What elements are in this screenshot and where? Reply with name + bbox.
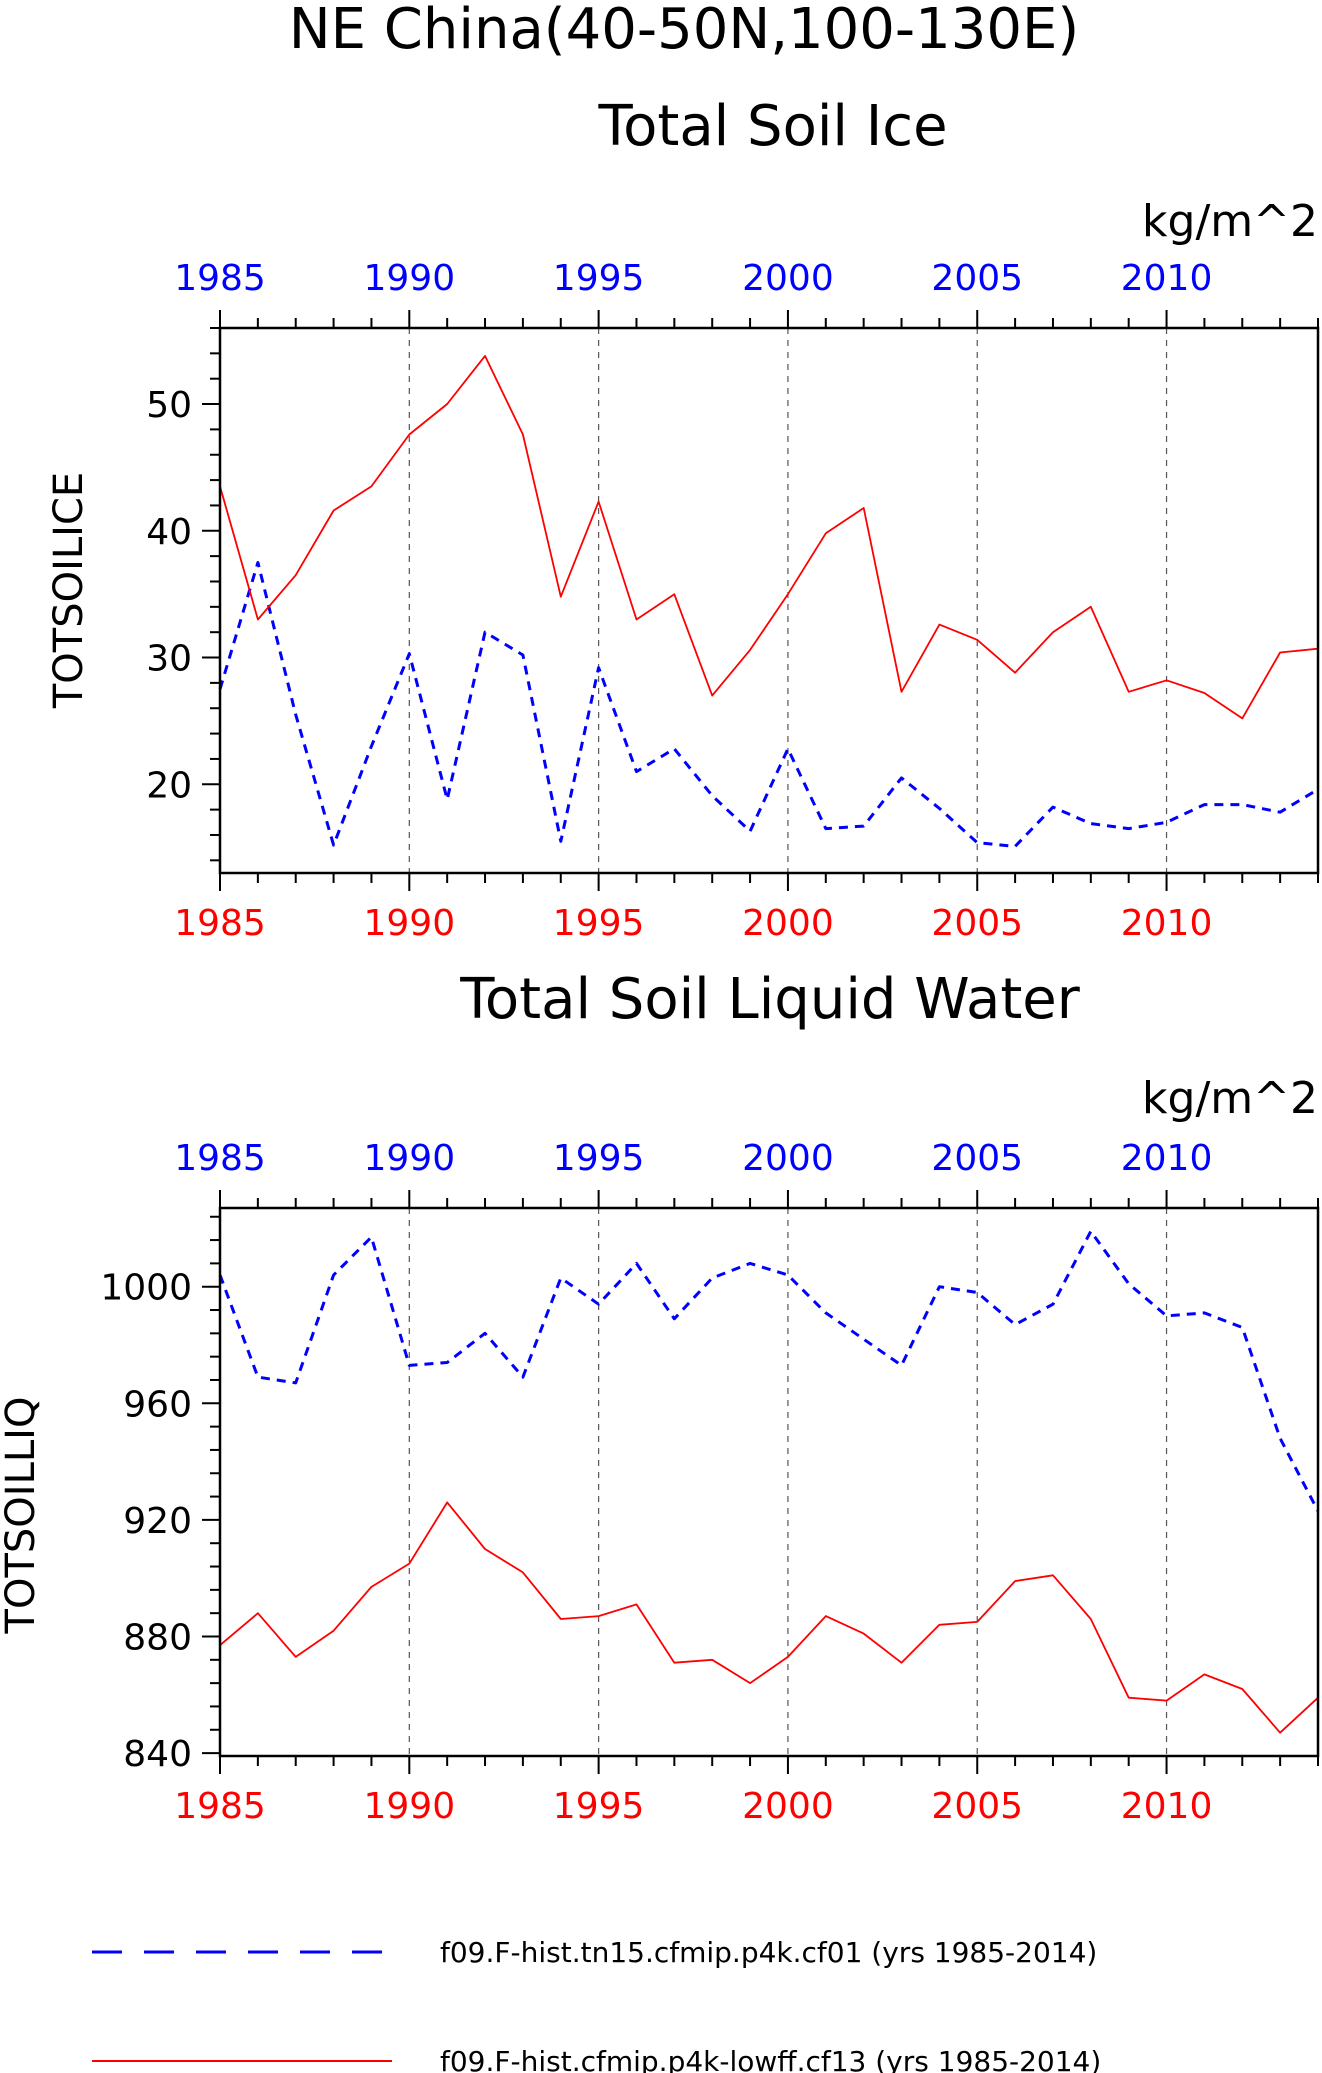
x-tick-label-bottom-1990: 1990	[363, 903, 455, 944]
plot-frame	[218, 326, 1320, 875]
x-tick-label-top-2000: 2000	[742, 258, 834, 299]
x-tick-label-bottom-2000: 2000	[742, 903, 834, 944]
y-tick-label-960: 960	[123, 1384, 192, 1425]
x-tick-label-top-2005: 2005	[931, 1138, 1023, 1179]
series-layer	[218, 354, 1319, 848]
y-tick-label-20: 20	[146, 765, 192, 806]
x-tick-label-bottom-2005: 2005	[931, 903, 1023, 944]
panel-total-soil-ice: Total Soil Ice kg/m^2 TOTSOILICE 1985198…	[46, 94, 1320, 944]
x-tick-label-top-1985: 1985	[174, 1138, 266, 1179]
series-line-lowff	[219, 354, 1319, 720]
legend: f09.F-hist.tn15.cfmip.p4k.cf01 (yrs 1985…	[92, 1936, 1101, 2073]
y-tick-label-40: 40	[146, 512, 192, 553]
x-tick-label-top-2010: 2010	[1121, 258, 1213, 299]
panel-title: Total Soil Ice	[597, 94, 947, 159]
x-tick-label-bottom-1985: 1985	[174, 1786, 266, 1827]
x-tick-label-bottom-1995: 1995	[553, 903, 645, 944]
x-tick-label-bottom-2005: 2005	[931, 1786, 1023, 1827]
gridlines	[408, 328, 1168, 873]
axes: 1985 1985 1990 1990 1995 1995 2000 2000 2005 2005…	[100, 1138, 1320, 1827]
series-line-cf01	[218, 1229, 1320, 1512]
gridlines	[408, 1208, 1168, 1756]
x-tick-label-top-2010: 2010	[1121, 1138, 1213, 1179]
series-layer	[218, 1229, 1320, 1734]
x-tick-label-bottom-1990: 1990	[363, 1786, 455, 1827]
y-axis-label: TOTSOILLIQ	[0, 1397, 44, 1635]
y-tick-label-840: 840	[123, 1734, 192, 1775]
x-tick-label-bottom-1985: 1985	[174, 903, 266, 944]
unit-label: kg/m^2	[1142, 196, 1318, 247]
region-title: NE China(40-50N,100-130E)	[289, 0, 1080, 62]
x-tick-label-top-1985: 1985	[174, 258, 266, 299]
x-tick-label-bottom-2010: 2010	[1121, 903, 1213, 944]
y-tick-label-30: 30	[146, 639, 192, 680]
x-tick-label-top-1990: 1990	[363, 1138, 455, 1179]
series-line-lowff	[219, 1501, 1319, 1734]
y-tick-label-1000: 1000	[100, 1268, 192, 1309]
panel-title: Total Soil Liquid Water	[459, 967, 1081, 1032]
x-tick-label-bottom-2000: 2000	[742, 1786, 834, 1827]
x-tick-label-bottom-2010: 2010	[1121, 1786, 1213, 1827]
axes: 1985 1985 1990 1990 1995 1995 2000 2000 2005 2005…	[146, 258, 1320, 944]
series-line-cf01	[218, 561, 1319, 848]
x-tick-label-top-2000: 2000	[742, 1138, 834, 1179]
plot-frame	[218, 1206, 1320, 1758]
x-tick-label-top-1995: 1995	[553, 1138, 645, 1179]
legend-label-lowff: f09.F-hist.cfmip.p4k-lowff.cf13 (yrs 198…	[440, 2045, 1101, 2073]
legend-label-cf01: f09.F-hist.tn15.cfmip.p4k.cf01 (yrs 1985…	[440, 1936, 1097, 1969]
y-tick-label-50: 50	[146, 385, 192, 426]
x-tick-label-bottom-1995: 1995	[553, 1786, 645, 1827]
y-axis-label: TOTSOILICE	[46, 472, 92, 709]
y-tick-label-920: 920	[123, 1501, 192, 1542]
unit-label: kg/m^2	[1142, 1073, 1318, 1124]
panel-total-soil-liquid-water: Total Soil Liquid Water kg/m^2 TOTSOILLI…	[0, 967, 1320, 1827]
x-tick-label-top-1990: 1990	[363, 258, 455, 299]
y-tick-label-880: 880	[123, 1617, 192, 1658]
x-tick-label-top-1995: 1995	[553, 258, 645, 299]
x-tick-label-top-2005: 2005	[931, 258, 1023, 299]
